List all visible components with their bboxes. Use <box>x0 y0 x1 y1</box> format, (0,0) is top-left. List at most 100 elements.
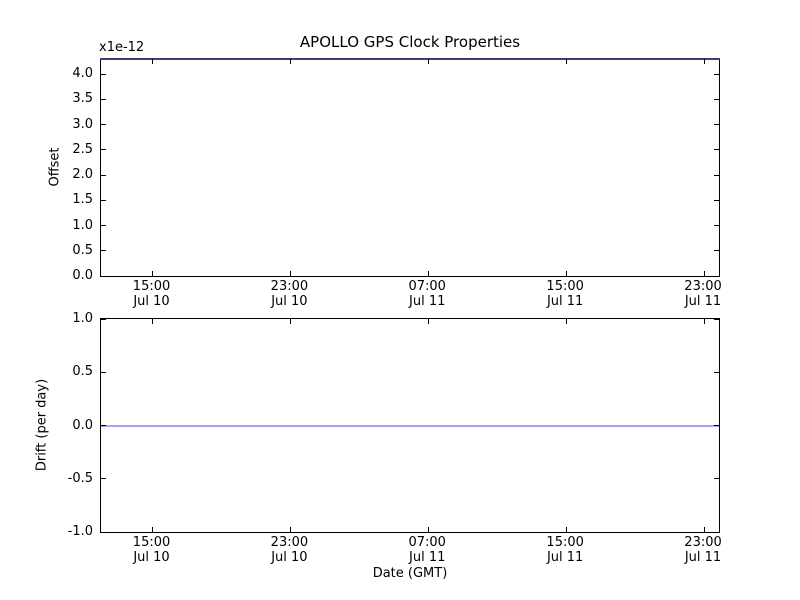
y-tick-mark <box>101 149 106 151</box>
y-tick-mark <box>101 318 106 320</box>
x-tick-label: 15:00 Jul 11 <box>523 535 607 565</box>
y-tick-label: 1.0 <box>72 217 93 233</box>
y-tick-mark <box>714 371 719 373</box>
x-tick-date: Jul 11 <box>409 294 446 309</box>
x-tick-time: 15:00 <box>546 535 584 550</box>
x-tick-date: Jul 11 <box>684 294 722 309</box>
y-tick-mark <box>714 318 719 320</box>
drift-plot-area <box>100 318 720 533</box>
x-tick-mark <box>703 59 705 64</box>
x-tick-mark <box>565 59 567 64</box>
offset-plot-area <box>100 58 720 277</box>
y-tick-label: 4.0 <box>72 66 93 82</box>
y-tick-mark <box>714 250 719 252</box>
y-tick-mark <box>101 371 106 373</box>
x-tick-date: Jul 11 <box>546 550 584 565</box>
x-tick-mark <box>427 271 429 276</box>
y-tick-label: 1.5 <box>72 192 93 208</box>
y-tick-mark <box>101 124 106 126</box>
x-tick-time: 15:00 <box>546 279 584 294</box>
y-tick-label: 0.0 <box>72 417 93 433</box>
offset-data-line <box>100 58 720 60</box>
x-tick-mark <box>703 271 705 276</box>
x-tick-mark <box>152 527 154 532</box>
y-tick-mark <box>714 275 719 277</box>
y-tick-label: -1.0 <box>67 524 93 539</box>
x-tick-time: 23:00 <box>684 279 722 294</box>
x-tick-time: 23:00 <box>270 279 309 294</box>
y-tick-label: -0.5 <box>67 470 93 486</box>
x-tick-date: Jul 10 <box>133 294 170 309</box>
x-tick-time: 07:00 <box>408 535 446 550</box>
y-tick-label: 0.5 <box>72 242 93 258</box>
x-tick-mark <box>565 271 567 276</box>
y-tick-label: 3.0 <box>72 116 93 132</box>
x-tick-time: 15:00 <box>132 535 171 550</box>
y-tick-mark <box>101 250 106 252</box>
x-tick-mark <box>289 319 291 324</box>
y-tick-mark <box>714 124 719 126</box>
x-tick-time: 07:00 <box>408 279 446 294</box>
y-tick-label: 1.0 <box>72 311 93 326</box>
y-tick-mark <box>101 199 106 201</box>
y-axis-multiplier-label: x1e-12 <box>99 40 145 55</box>
x-tick-time: 15:00 <box>132 279 171 294</box>
x-tick-mark <box>427 527 429 532</box>
y-tick-label: 0.5 <box>72 364 93 380</box>
y-tick-mark <box>101 531 106 533</box>
x-tick-mark <box>565 319 567 324</box>
x-tick-date: Jul 10 <box>133 550 170 565</box>
x-tick-date: Jul 11 <box>546 294 584 309</box>
x-tick-mark <box>565 527 567 532</box>
y-tick-mark <box>714 425 719 426</box>
x-tick-mark <box>427 59 429 64</box>
x-tick-mark <box>152 271 154 276</box>
x-tick-mark <box>152 59 154 64</box>
y-tick-mark <box>101 174 106 176</box>
x-tick-date: Jul 10 <box>271 294 308 309</box>
y-tick-mark <box>101 98 106 100</box>
y-tick-mark <box>714 98 719 100</box>
x-tick-mark <box>703 527 705 532</box>
y-tick-mark <box>714 225 719 227</box>
x-tick-date: Jul 10 <box>271 550 308 565</box>
drift-data-line <box>101 424 719 427</box>
x-tick-mark <box>427 319 429 324</box>
x-tick-label: 07:00 Jul 11 <box>385 279 469 309</box>
x-tick-label: 07:00 Jul 11 <box>385 535 469 565</box>
x-tick-label: 23:00 Jul 10 <box>247 535 331 565</box>
x-tick-mark <box>289 271 291 276</box>
x-axis-label: Date (GMT) <box>372 566 448 581</box>
y-tick-mark <box>714 149 719 151</box>
y-tick-mark <box>101 425 106 426</box>
y-tick-mark <box>714 531 719 533</box>
y-tick-mark <box>101 73 106 75</box>
y-tick-mark <box>101 275 106 277</box>
x-tick-mark <box>289 527 291 532</box>
y-tick-mark <box>101 225 106 227</box>
x-tick-label: 23:00 Jul 11 <box>661 535 745 565</box>
x-tick-mark <box>152 319 154 324</box>
y-tick-mark <box>714 174 719 176</box>
y-tick-mark <box>714 478 719 480</box>
x-tick-date: Jul 11 <box>409 550 446 565</box>
x-tick-time: 23:00 <box>684 535 722 550</box>
y-tick-mark <box>714 199 719 201</box>
x-tick-label: 15:00 Jul 10 <box>110 535 194 565</box>
x-tick-label: 23:00 Jul 10 <box>247 279 331 309</box>
y-tick-label: 0.0 <box>72 268 93 283</box>
x-tick-label: 15:00 Jul 11 <box>523 279 607 309</box>
x-tick-date: Jul 11 <box>684 550 722 565</box>
chart-title: APOLLO GPS Clock Properties <box>299 33 521 51</box>
y-tick-label: 2.0 <box>72 167 93 183</box>
x-tick-time: 23:00 <box>270 535 309 550</box>
x-tick-label: 23:00 Jul 11 <box>661 279 745 309</box>
x-tick-mark <box>289 59 291 64</box>
x-tick-label: 15:00 Jul 10 <box>110 279 194 309</box>
y-tick-mark <box>101 478 106 480</box>
y-tick-label: 3.5 <box>72 91 93 107</box>
y-tick-label: 2.5 <box>72 141 93 157</box>
x-tick-mark <box>703 319 705 324</box>
y-tick-mark <box>714 73 719 75</box>
